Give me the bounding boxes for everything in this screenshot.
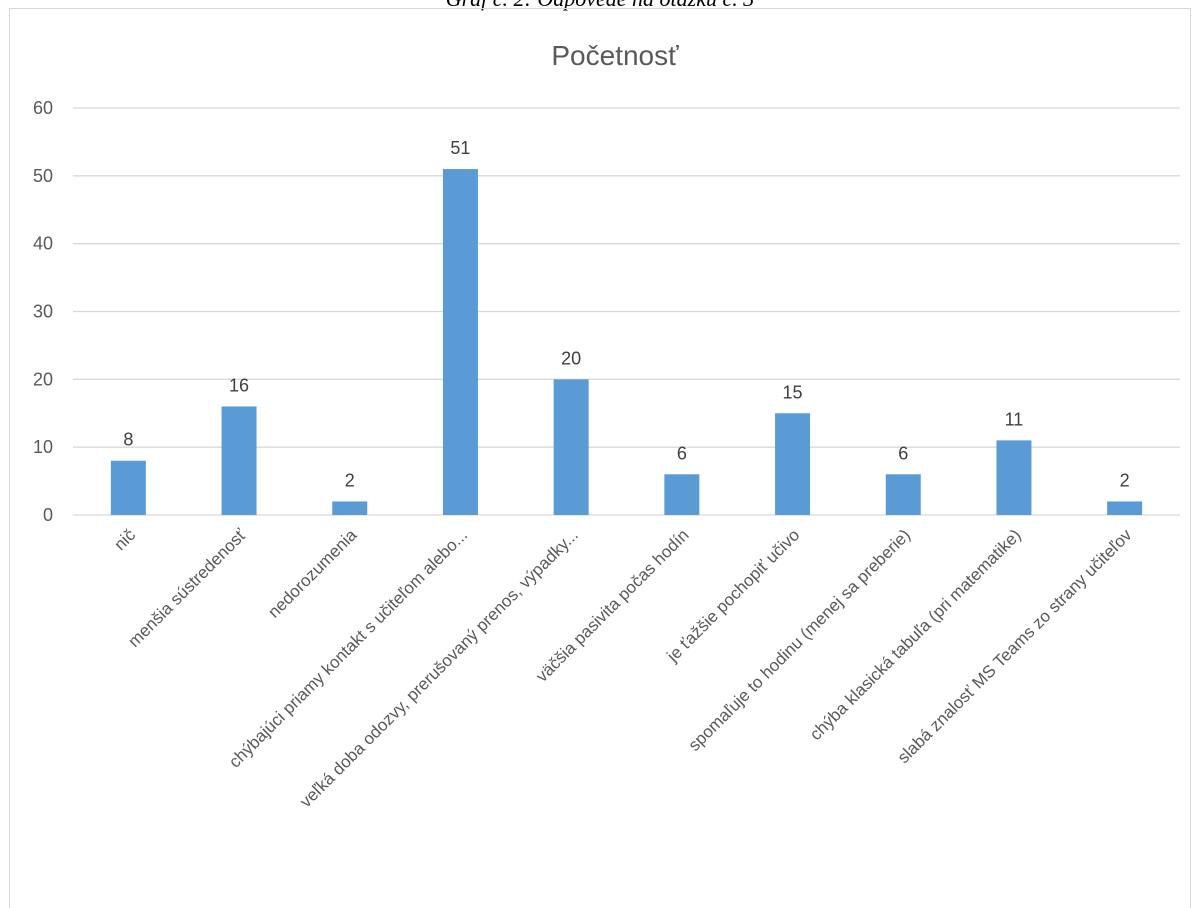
bar <box>110 460 146 515</box>
bars <box>110 169 1143 516</box>
data-labels: 8 16 2 51 20 6 15 6 11 2 <box>123 138 1129 490</box>
bar <box>553 379 589 515</box>
y-tick-label: 30 <box>33 302 53 322</box>
y-tick-label: 20 <box>33 369 53 389</box>
data-label: 15 <box>783 382 803 402</box>
data-label: 51 <box>450 138 470 158</box>
data-label: 16 <box>229 375 249 395</box>
y-tick-label: 40 <box>33 234 53 254</box>
data-label: 2 <box>345 470 355 490</box>
y-tick-label: 0 <box>43 505 53 525</box>
y-tick-label: 10 <box>33 437 53 457</box>
bar <box>996 440 1032 515</box>
bar <box>1107 501 1143 515</box>
y-tick-label: 50 <box>33 166 53 186</box>
chart-title: Početnosť <box>551 40 679 71</box>
bar <box>775 413 811 515</box>
data-label: 11 <box>1005 409 1024 429</box>
y-tick-label: 60 <box>33 98 53 118</box>
data-label: 2 <box>1120 470 1130 490</box>
document-caption: Graf č. 2: Odpovede na otázku č. 3 <box>0 0 1200 12</box>
gridlines <box>73 107 1180 516</box>
data-label: 6 <box>677 443 687 463</box>
category-label: menšia sústredenosť <box>124 525 250 651</box>
bar <box>442 169 478 516</box>
category-label: slabá znalosť MS Teams zo strany učiteľo… <box>894 525 1136 767</box>
y-axis-ticks: 0 10 20 30 40 50 60 <box>33 98 53 525</box>
bar <box>221 406 257 515</box>
chart-frame <box>9 8 1191 908</box>
category-label: nedorozumenia <box>264 525 361 622</box>
bar <box>885 474 921 515</box>
category-label: spomaľuje to hodinu (menej sa preberie) <box>685 525 914 754</box>
bar <box>332 501 368 515</box>
bar <box>664 474 700 515</box>
data-label: 6 <box>898 443 908 463</box>
data-label: 20 <box>561 348 581 368</box>
category-label: chýba klasická tabuľa (pri matematike) <box>806 525 1025 744</box>
category-label: nič <box>110 525 139 554</box>
category-label: chýbajúci priamy kontakt s učiteľom aleb… <box>225 525 471 771</box>
data-label: 8 <box>123 430 133 450</box>
